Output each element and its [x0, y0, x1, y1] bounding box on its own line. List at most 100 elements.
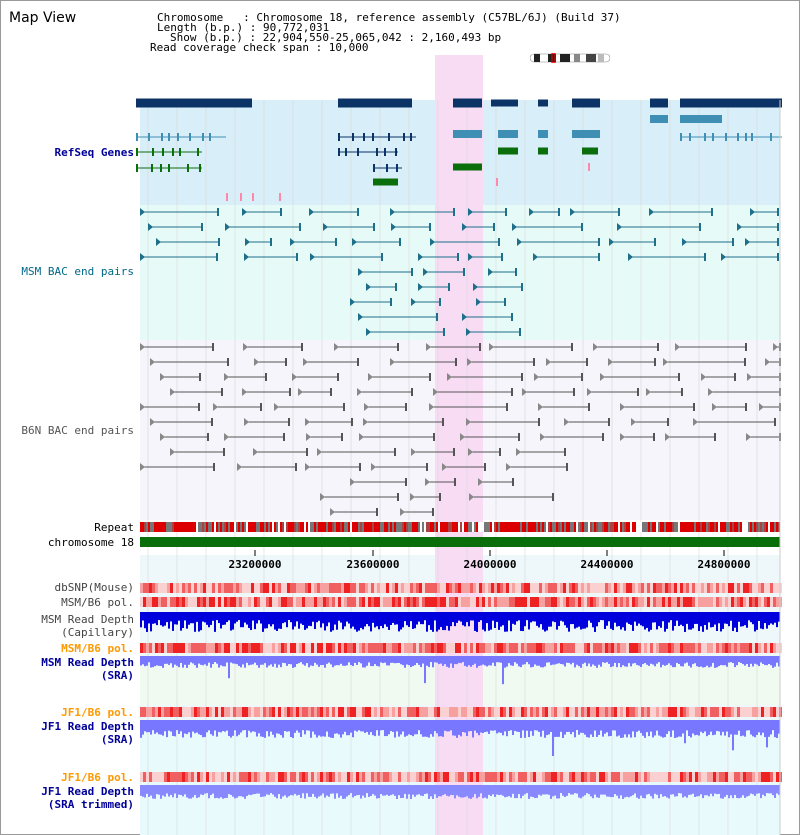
msm-depth-capillary-bar — [214, 612, 216, 632]
repeat-block — [330, 522, 332, 532]
msm-b6-pol-cell — [389, 597, 392, 607]
msm-b6-pol-sra-cell — [605, 643, 608, 653]
msm-b6-pol-cell — [167, 597, 170, 607]
msm-depth-capillary-bar — [530, 612, 532, 623]
dbsnp-cell — [179, 583, 182, 593]
dbsnp-cell — [404, 583, 407, 593]
jf1-b6-pol-cell — [686, 707, 689, 717]
b6n-bac-end — [292, 373, 297, 381]
jf1-depth-sra-bar — [388, 720, 390, 735]
repeat-block — [302, 522, 304, 532]
msm-bac-end — [533, 253, 538, 261]
repeat-block — [436, 522, 438, 532]
msm-depth-sra-bar — [494, 656, 496, 667]
dbsnp-cell — [368, 583, 371, 593]
msm-depth-sra-bar — [314, 656, 316, 663]
msm-b6-pol-sra-cell — [533, 643, 536, 653]
jf1-b6-pol-cell — [473, 707, 476, 717]
repeat-block — [738, 522, 740, 532]
jf1-depth-sra-bar — [512, 720, 514, 736]
msm-depth-capillary-bar — [632, 612, 634, 631]
coverage-span-info: Read coverage check span : 10,000 — [150, 41, 369, 54]
jf1-depth-trim-bar — [624, 785, 626, 798]
msm-b6-pol-sra-cell — [140, 643, 143, 653]
jf1-depth-trim-bar — [712, 785, 714, 797]
repeat-block — [522, 522, 524, 532]
jf1-depth-trim-bar — [584, 785, 586, 796]
dbsnp-cell — [251, 583, 254, 593]
msm-depth-capillary-bar — [364, 612, 366, 627]
jf1-b6-pol-trim-cell — [545, 772, 548, 782]
dbsnp-cell — [710, 583, 713, 593]
msm-depth-capillary-bar — [188, 612, 190, 625]
msm-depth-capillary-bar — [332, 612, 334, 631]
repeat-block — [454, 522, 456, 532]
ruler-tick-label: 24800000 — [698, 558, 751, 571]
dbsnp-cell — [728, 583, 731, 593]
jf1-depth-sra-bar — [694, 720, 696, 736]
msm-depth-capillary-bar — [510, 612, 512, 632]
msm-bac-end — [505, 208, 507, 216]
msm-bac-end — [280, 208, 282, 216]
msm-b6-pol-cell — [143, 597, 146, 607]
jf1-depth-trim-bar — [612, 785, 614, 798]
msm-depth-capillary-bar — [558, 612, 560, 627]
msm-depth-sra-bar — [620, 656, 622, 668]
jf1-depth-sra-bar — [196, 720, 198, 733]
jf1-depth-trim-bar — [590, 785, 592, 797]
jf1-depth-sra-bar — [314, 720, 316, 735]
msm-depth-capillary-bar — [424, 612, 426, 621]
msm-b6-pol-sra-cell — [419, 643, 422, 653]
jf1-depth-sra-bar — [528, 720, 530, 737]
msm-depth-sra-bar — [334, 656, 336, 666]
jf1-b6-pol-trim-cell — [338, 772, 341, 782]
jf1-depth-sra-bar — [248, 720, 250, 731]
msm-depth-capillary-bar — [152, 612, 154, 624]
refseq-exon — [403, 133, 405, 141]
msm-depth-sra-bar — [700, 656, 702, 667]
jf1-depth-sra-bar — [596, 720, 598, 737]
repeat-block — [614, 522, 616, 532]
jf1-depth-trim-bar — [366, 785, 368, 794]
chromosome-ideogram[interactable] — [530, 53, 610, 63]
jf1-b6-pol-trim-label: JF1/B6 pol. — [61, 771, 134, 784]
b6n-bac-end — [675, 343, 680, 351]
repeat-block — [484, 522, 486, 532]
dbsnp-cell — [587, 583, 590, 593]
msm-b6-pol-cell — [539, 597, 542, 607]
refseq-gene — [572, 98, 600, 108]
msm-b6-pol-sra-cell — [239, 643, 242, 653]
msm-bac-end — [411, 268, 413, 276]
jf1-b6-pol-trim-cell — [707, 772, 710, 782]
jf1-depth-sra-bar — [708, 720, 710, 735]
jf1-depth-trim-bar — [526, 785, 528, 794]
msm-depth-sra-bar — [274, 656, 276, 664]
msm-depth-sra-bar — [558, 656, 560, 664]
repeat-block — [622, 522, 624, 532]
jf1-depth-sra-bar — [288, 720, 290, 732]
repeat-block — [630, 522, 632, 532]
msm-b6-pol-cell — [599, 597, 602, 607]
repeat-block — [524, 522, 526, 532]
jf1-depth-trim-bar — [230, 785, 232, 795]
msm-depth-sra-bar — [592, 656, 594, 665]
repeat-block — [476, 522, 478, 532]
refseq-exon — [384, 148, 386, 156]
jf1-depth-trim-bar — [436, 785, 438, 798]
msm-depth-capillary-bar — [328, 612, 330, 623]
msm-depth-capillary-bar — [738, 612, 740, 622]
msm-depth-sra-bar — [496, 656, 498, 663]
jf1-b6-pol-trim-cell — [734, 772, 737, 782]
msm-b6-pol-cell — [740, 597, 743, 607]
jf1-b6-pol-cell — [293, 707, 296, 717]
msm-depth-sra-bar — [564, 656, 566, 667]
b6n-bac-end — [681, 388, 683, 396]
repeat-block — [718, 522, 720, 532]
jf1-b6-pol-trim-cell — [347, 772, 350, 782]
dbsnp-cell — [614, 583, 617, 593]
b6n-bac-end — [773, 343, 778, 351]
jf1-depth-trim-bar — [546, 785, 548, 795]
msm-b6-pol-cell — [635, 597, 638, 607]
msm-b6-pol-sra-cell — [242, 643, 245, 653]
